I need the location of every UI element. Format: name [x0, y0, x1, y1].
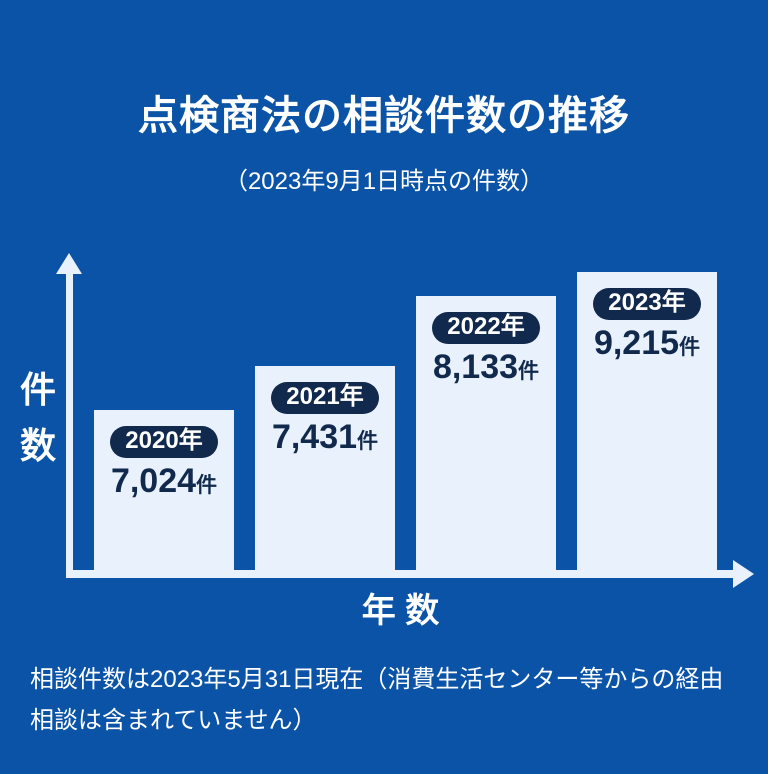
x-axis-line: [66, 570, 735, 578]
bar-value: 7,024件: [111, 462, 217, 501]
bar-2023: 2023年 9,215件: [577, 272, 717, 570]
footnote: 相談件数は2023年5月31日現在（消費生活センター等からの経由 相談は含まれて…: [30, 659, 745, 741]
page-subtitle: （2023年9月1日時点の件数）: [223, 168, 545, 195]
year-badge: 2020年: [110, 426, 218, 459]
bar-value: 7,431件: [272, 418, 378, 457]
y-axis-label: 件数: [19, 369, 56, 466]
bar-value: 9,215件: [594, 324, 700, 363]
value-unit: 件: [679, 336, 701, 360]
bar-2020: 2020年 7,024件: [94, 410, 234, 570]
page-title: 点検商法の相談件数の推移: [138, 94, 630, 138]
y-axis-line: [66, 272, 73, 574]
bar-2022: 2022年 8,133件: [416, 296, 556, 570]
x-axis-label: 年 数: [361, 592, 440, 630]
bar-value: 8,133件: [433, 348, 539, 387]
value-number: 7,431: [271, 418, 358, 457]
y-axis-arrow-icon: [56, 253, 82, 274]
value-number: 9,215: [593, 324, 680, 363]
value-unit: 件: [196, 474, 218, 498]
value-unit: 件: [357, 430, 379, 454]
year-badge: 2022年: [432, 312, 540, 345]
bar-2021: 2021年 7,431件: [255, 366, 395, 570]
year-badge: 2023年: [593, 288, 701, 321]
value-number: 7,024: [110, 462, 197, 501]
value-number: 8,133: [432, 348, 519, 387]
year-badge: 2021年: [271, 382, 379, 415]
footnote-line-2: 相談は含まれていません）: [30, 707, 317, 734]
x-axis-arrow-icon: [733, 560, 754, 588]
value-unit: 件: [518, 360, 540, 384]
footnote-line-1: 相談件数は2023年5月31日現在（消費生活センター等からの経由: [30, 666, 724, 693]
